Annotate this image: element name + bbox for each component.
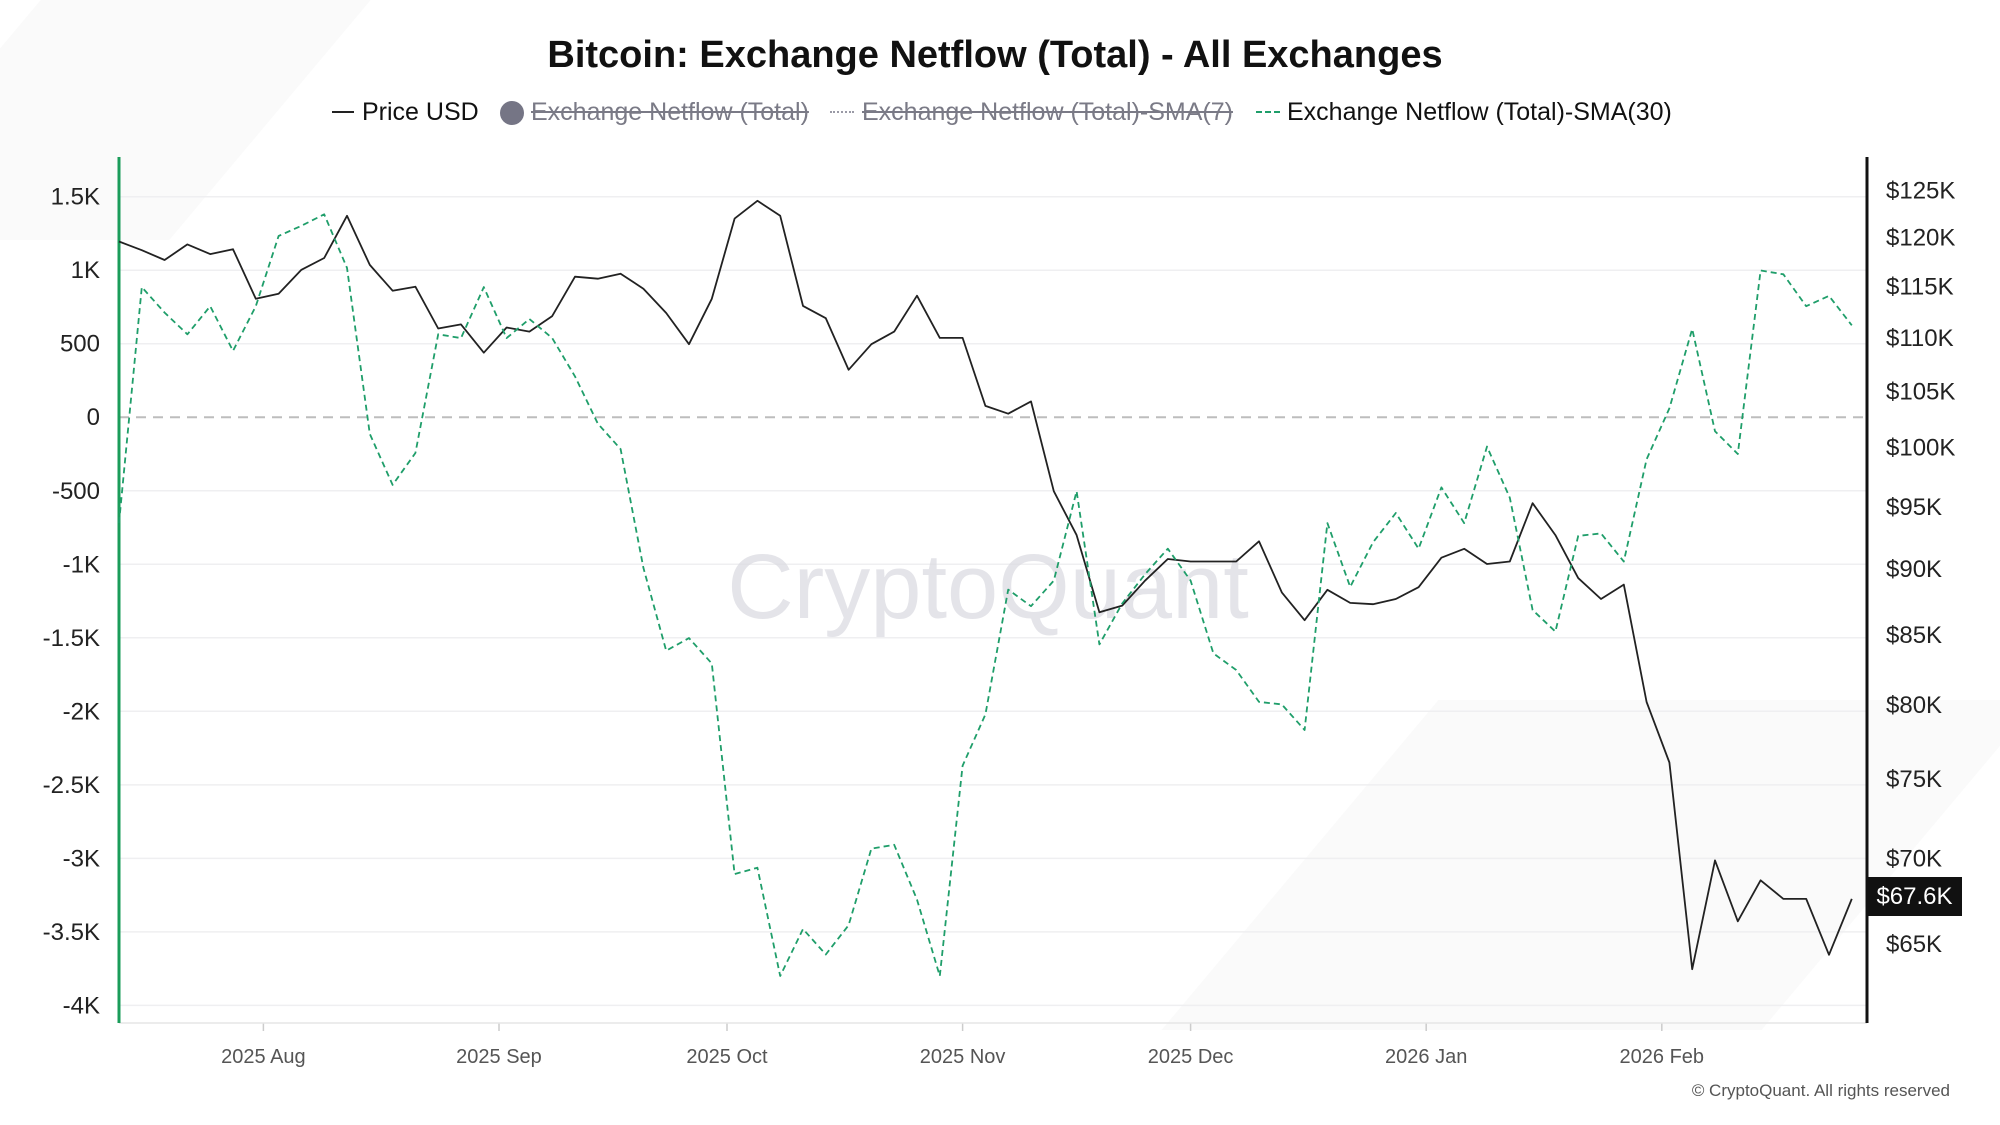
y-left-tick-label: -500 <box>52 478 100 505</box>
legend-label: Exchange Netflow (Total) <box>531 98 809 126</box>
y-right-tick-label: $75K <box>1886 766 1942 793</box>
y-right-tick-label: $115K <box>1886 274 1954 301</box>
netflow-sma30-line <box>118 213 1853 977</box>
legend: Price USD Exchange Netflow (Total) Excha… <box>0 96 2000 130</box>
solid-line-swatch-icon <box>332 111 354 113</box>
circle-swatch-icon <box>500 101 524 125</box>
watermark: CryptoQuant <box>727 536 1249 638</box>
y-left-tick-label: 500 <box>60 331 100 358</box>
y-left-tick-label: -3.5K <box>43 919 100 946</box>
y-right-tick-label: $80K <box>1886 692 1942 719</box>
copyright: © CryptoQuant. All rights reserved <box>1691 1081 1950 1100</box>
legend-item-netflow-sma7[interactable]: Exchange Netflow (Total)-SMA(7) <box>830 96 1233 128</box>
dashed-line-swatch-icon <box>1256 111 1280 113</box>
y-right-tick-label: $105K <box>1886 379 1955 406</box>
legend-label: Price USD <box>362 98 479 126</box>
y-left-tick-label: 1.5K <box>51 184 100 211</box>
y-left-tick-label: -3K <box>63 845 100 872</box>
y-left-tick-label: -1K <box>63 551 100 578</box>
y-left-tick-label: 0 <box>87 404 100 431</box>
legend-item-price-usd[interactable]: Price USD <box>332 96 479 128</box>
y-right-tick-label: $65K <box>1886 931 1942 958</box>
x-tick-label: 2026 Jan <box>1385 1046 1467 1068</box>
y-left-tick-label: -2K <box>63 698 100 725</box>
y-right-tick-label: $110K <box>1886 325 1954 352</box>
y-left-tick-label: -2.5K <box>43 772 100 799</box>
dotted-line-swatch-icon <box>830 111 854 113</box>
y-right-tick-label: $100K <box>1886 435 1955 462</box>
y-right-tick-label: $85K <box>1886 622 1942 649</box>
legend-label: Exchange Netflow (Total)-SMA(7) <box>862 98 1233 126</box>
x-tick-label: 2025 Dec <box>1148 1046 1234 1068</box>
x-tick-label: 2025 Sep <box>456 1046 542 1068</box>
x-tick-label: 2025 Aug <box>221 1046 306 1068</box>
y-right-tick-label: $95K <box>1886 494 1942 521</box>
y-left-tick-label: 1K <box>71 257 100 284</box>
y-right-tick-label: $90K <box>1886 556 1942 583</box>
y-left-tick-label: -1.5K <box>43 625 100 652</box>
x-tick-label: 2025 Nov <box>920 1046 1006 1068</box>
price-usd-line <box>118 199 1853 971</box>
y-right-tick-label: $125K <box>1886 178 1955 205</box>
legend-item-exchange-netflow[interactable]: Exchange Netflow (Total) <box>500 96 809 128</box>
x-tick-label: 2026 Feb <box>1620 1046 1705 1068</box>
chart-title: Bitcoin: Exchange Netflow (Total) - All … <box>547 34 1443 76</box>
x-tick-label: 2025 Oct <box>686 1046 768 1068</box>
y-left-tick-label: -4K <box>63 992 100 1019</box>
y-right-tick-label: $70K <box>1886 846 1942 873</box>
last-price-label: $67.6K <box>1867 877 1962 916</box>
legend-item-netflow-sma30[interactable]: Exchange Netflow (Total)-SMA(30) <box>1256 96 1672 128</box>
legend-label: Exchange Netflow (Total)-SMA(30) <box>1287 98 1672 126</box>
y-right-tick-label: $120K <box>1886 225 1955 252</box>
